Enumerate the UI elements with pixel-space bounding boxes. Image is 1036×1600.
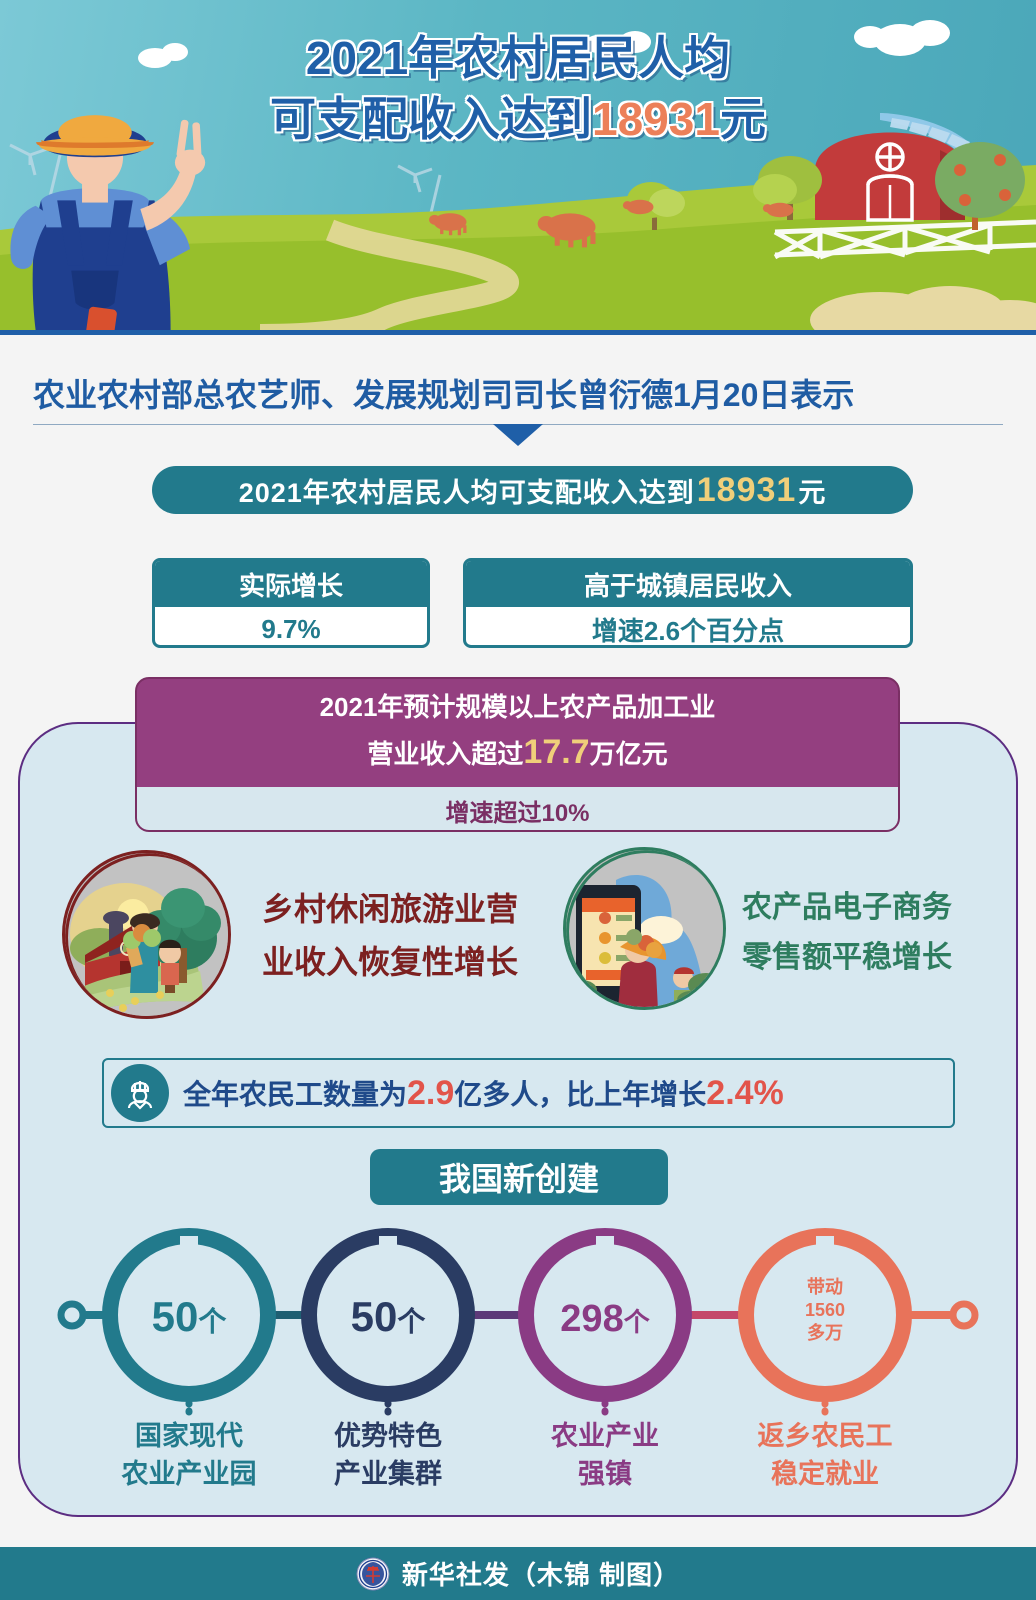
svg-text:带动: 带动 bbox=[807, 1277, 843, 1297]
svg-text:多万: 多万 bbox=[807, 1322, 843, 1343]
svg-text:50个: 50个 bbox=[152, 1293, 228, 1340]
svg-text:298个: 298个 bbox=[560, 1298, 650, 1340]
svg-text:50个: 50个 bbox=[351, 1293, 427, 1340]
svg-text:1560: 1560 bbox=[805, 1300, 845, 1320]
